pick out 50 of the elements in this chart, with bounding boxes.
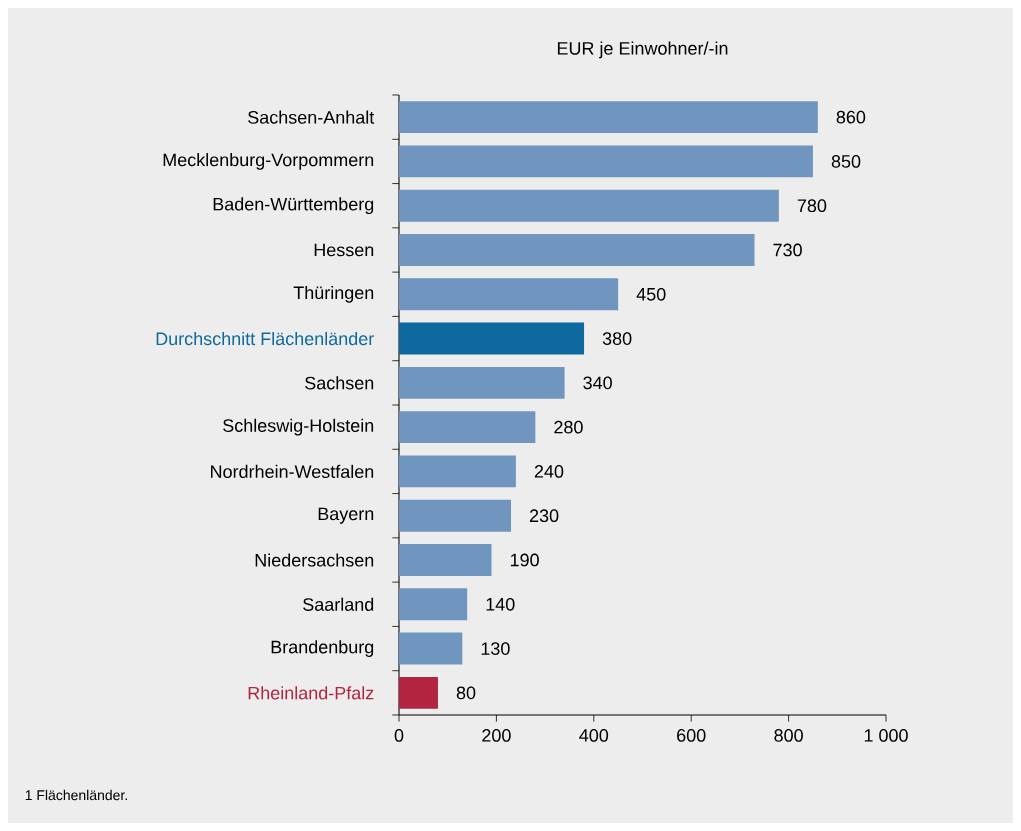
y-tick-label: Mecklenburg-Vorpommern — [163, 153, 374, 170]
text: 1 Flächenländer. — [25, 789, 127, 801]
x-tick-label: 1 000 — [864, 729, 908, 742]
data-label: 240 — [534, 465, 564, 478]
bar — [399, 588, 468, 621]
bar — [399, 676, 438, 709]
y-tick-label: Sachsen-Anhalt — [248, 110, 375, 124]
y-tick-label: Thüringen — [293, 285, 374, 303]
data-label: 130 — [481, 642, 510, 655]
bar — [399, 278, 619, 311]
x-tick-label: 600 — [677, 729, 706, 742]
y-tick-label: Brandenburg — [271, 640, 374, 657]
x-tick-label: 0 — [394, 729, 404, 742]
bar — [399, 101, 818, 134]
y-tick-label: Bayern — [318, 507, 374, 524]
data-label: 730 — [773, 243, 802, 257]
y-tick-label: Sachsen — [305, 376, 374, 390]
data-label: 860 — [836, 110, 866, 124]
data-label: 780 — [797, 199, 827, 213]
data-label: 380 — [602, 332, 632, 345]
bar — [399, 145, 813, 178]
y-tick-label: Baden-Württemberg — [213, 197, 374, 215]
data-label: 450 — [636, 287, 666, 301]
y-tick-label: Rheinland-Pfalz — [248, 686, 374, 700]
x-tick-label: 800 — [774, 729, 803, 742]
bar — [399, 322, 585, 355]
bar — [399, 544, 492, 576]
y-tick-label: Schleswig-Holstein — [223, 418, 374, 436]
x-axis-title: EUR je Einwohner/-in — [557, 41, 728, 59]
bar — [399, 499, 512, 532]
data-label: 280 — [554, 420, 583, 434]
bar — [399, 455, 516, 488]
x-tick-label: 400 — [579, 729, 609, 742]
x-tick-label: 200 — [482, 729, 511, 742]
data-label: 230 — [529, 509, 559, 523]
y-tick-label: Nordrhein-Westfalen — [211, 464, 374, 479]
bar — [399, 411, 536, 444]
data-label: 340 — [583, 376, 612, 390]
bar — [399, 366, 565, 399]
y-tick-label: Durchschnitt Flächenländer — [156, 331, 374, 346]
data-label: 140 — [486, 597, 515, 611]
bar — [399, 189, 779, 222]
data-label: 80 — [456, 686, 476, 700]
bar — [399, 234, 755, 266]
y-tick-label: Niedersachsen — [255, 553, 374, 567]
data-label: 850 — [831, 155, 861, 168]
data-label: 190 — [510, 553, 539, 567]
y-tick-label: Saarland — [303, 597, 374, 611]
y-tick-label: Hessen — [314, 243, 374, 257]
bar — [399, 632, 463, 665]
